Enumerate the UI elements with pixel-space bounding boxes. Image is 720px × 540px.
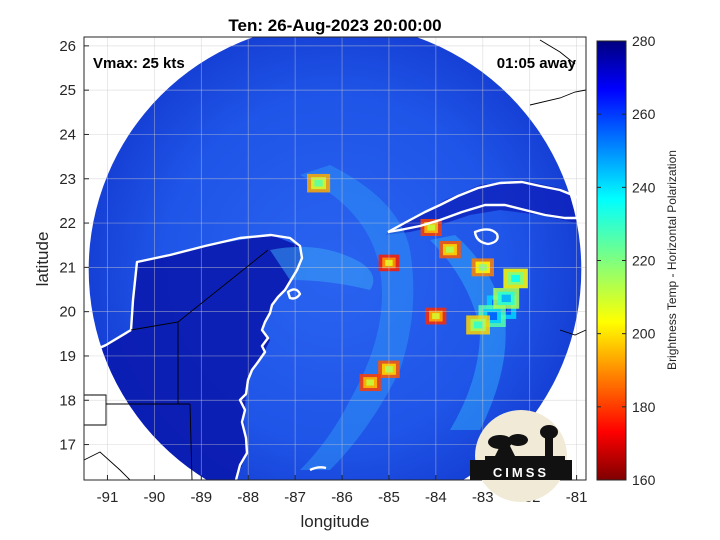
coastline-isla-juventud: [473, 228, 499, 246]
time-away-label: 01:05 away: [497, 55, 577, 72]
y-tick-label: 18: [59, 392, 76, 409]
y-axis-ticks: 17 18 19 20 21 22 23 24 25 26: [59, 38, 89, 454]
colorbar-label: Brightness Temp - Horizontal Polarizatio…: [665, 150, 679, 370]
rainband-center: [270, 246, 374, 290]
cold-spot: [446, 246, 454, 253]
x-tick-label: -85: [378, 489, 400, 506]
x-tick-label: -84: [425, 489, 447, 506]
border-states: [130, 249, 269, 331]
colorbar-tick-label: 280: [632, 33, 656, 49]
coastline-cuba-south: [387, 203, 586, 234]
axes-frame: [83, 36, 587, 481]
map-grid: [84, 37, 586, 480]
x-tick-label: -88: [237, 489, 259, 506]
coastlines: [83, 180, 587, 481]
borders: [83, 39, 587, 481]
colorbar: [596, 40, 627, 481]
x-tick-label: -81: [566, 489, 588, 506]
colorbar-tick-label: 220: [632, 253, 656, 269]
y-tick-label: 25: [59, 82, 76, 99]
cimss-logo: CIMSS: [470, 410, 572, 502]
coast-islands: [559, 329, 587, 336]
cold-spot: [501, 294, 511, 303]
colorbar-ticks: 160 180 200 220 240 260 280: [597, 33, 656, 488]
y-tick-label: 24: [59, 126, 76, 143]
cold-spot: [366, 379, 374, 386]
x-tick-label: -86: [331, 489, 353, 506]
plot-title: Ten: 26-Aug-2023 20:00:00: [228, 16, 441, 35]
x-tick-label: -91: [97, 489, 119, 506]
colorbar-tick-label: 160: [632, 472, 656, 488]
cold-spots-layer: [307, 173, 528, 392]
rainband-east: [430, 235, 506, 430]
cold-spot: [427, 224, 435, 231]
x-tick-label: -90: [144, 489, 166, 506]
cold-spot: [487, 312, 498, 320]
coast-florida-north: [539, 39, 576, 65]
cold-spot: [511, 274, 521, 282]
coastline-bay-islands: [309, 466, 327, 472]
rainband-west: [300, 165, 414, 470]
y-tick-label: 20: [59, 304, 76, 321]
y-tick-label: 21: [59, 259, 76, 276]
logo-base: [470, 460, 572, 480]
colorbar-tick-label: 180: [632, 399, 656, 415]
cold-spot: [314, 179, 323, 187]
coastline-cuba-north: [387, 180, 587, 234]
y-tick-label: 17: [59, 437, 76, 454]
colorbar-tick-label: 200: [632, 326, 656, 342]
y-tick-label: 22: [59, 215, 76, 232]
x-tick-label: -87: [284, 489, 306, 506]
y-tick-label: 23: [59, 171, 76, 188]
y-axis-label: latitude: [33, 232, 52, 287]
coast-guatemala-pacific: [83, 451, 131, 481]
coastline-yucatan: [83, 233, 304, 481]
logo-tower-icon: [545, 436, 553, 460]
logo-dish-icon: [488, 435, 512, 449]
logo-roof: [485, 456, 565, 462]
logo-text: CIMSS: [493, 465, 549, 480]
y-tick-label: 19: [59, 348, 76, 365]
x-tick-label: -89: [190, 489, 212, 506]
colorbar-tick-label: 260: [632, 106, 656, 122]
cold-spot: [473, 321, 483, 329]
x-axis-label: longitude: [300, 512, 369, 531]
y-tick-label: 26: [59, 38, 76, 55]
logo-tank: [540, 425, 558, 439]
x-tick-label: -83: [472, 489, 494, 506]
coast-florida: [529, 89, 587, 106]
colorbar-tick-label: 240: [632, 179, 656, 195]
border-belize-guatemala: [189, 403, 193, 481]
logo-dish-right-icon: [508, 434, 528, 446]
coast-west: [84, 394, 107, 426]
coastline-cozumel: [286, 288, 302, 300]
vmax-label: Vmax: 25 kts: [93, 55, 185, 72]
